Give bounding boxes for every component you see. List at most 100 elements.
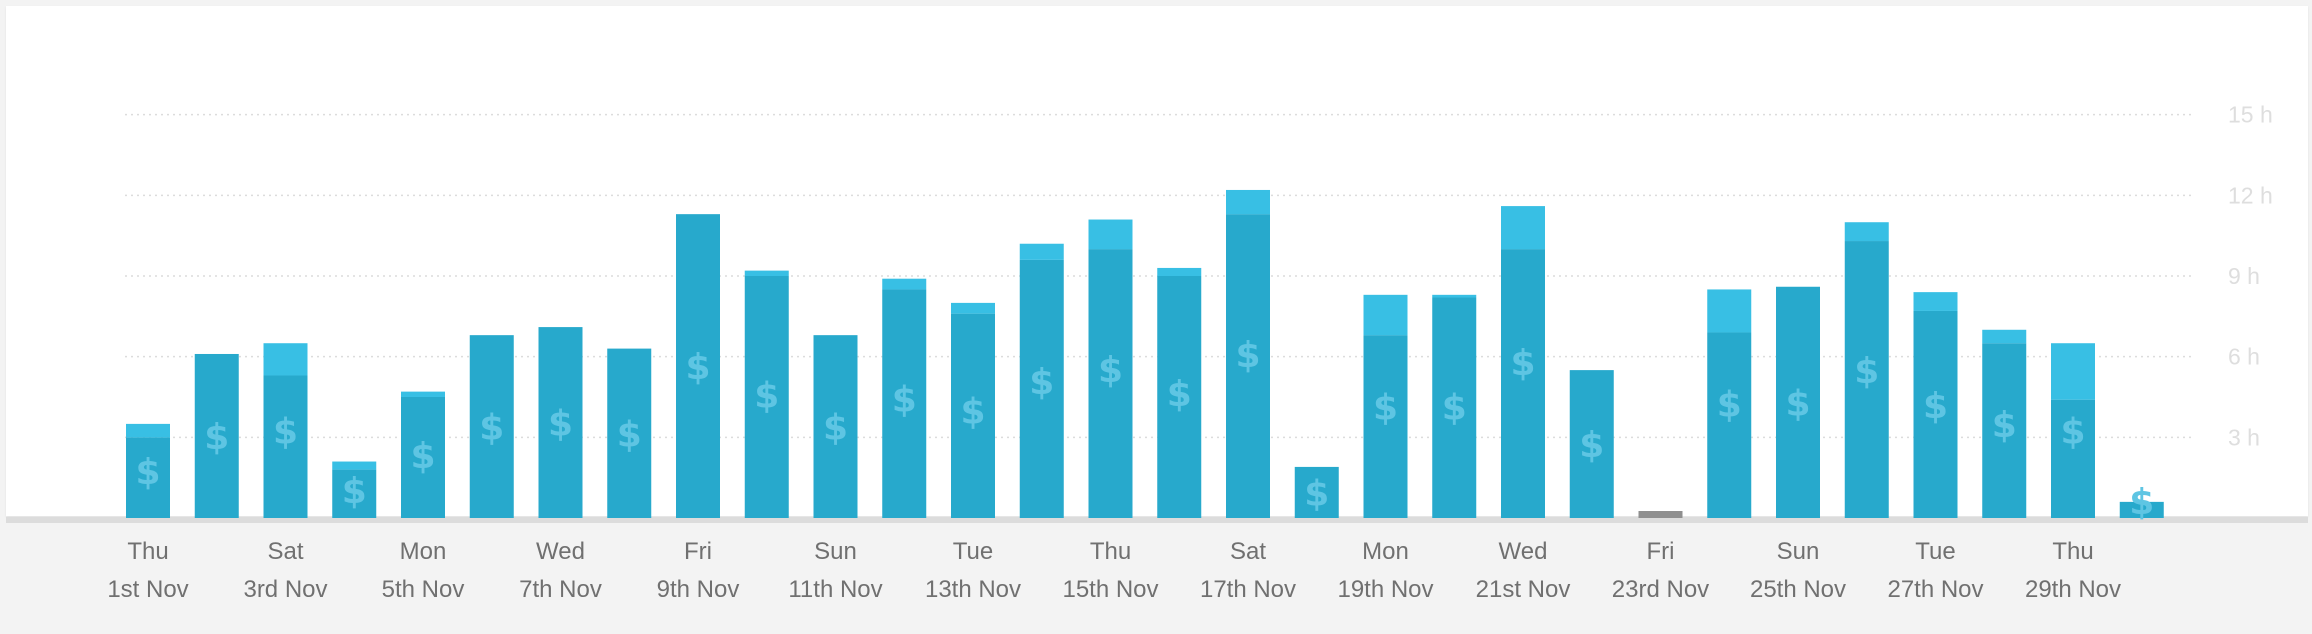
dollar-sign-icon: $ [1717,385,1742,426]
x-tick-label-day: Tue [1915,538,1955,565]
bar-billable-hours [126,437,170,518]
bar-non-billable-hours [1363,294,1408,336]
dollar-sign-icon: $ [892,379,917,420]
bar-billable-hours [676,214,720,518]
x-tick-label-day: Sat [267,538,303,565]
bar-billable-hours [469,335,514,518]
bar-billable-hours [401,397,445,518]
y-tick-label: 6 h [2228,344,2260,370]
dollar-sign-icon: $ [273,412,298,453]
bar-non-billable-hours [1019,243,1064,260]
x-tick-label-day: Thu [2052,538,2093,565]
bar-billable-hours [1019,259,1064,518]
bar-billable-hours [1226,214,1270,518]
bar-non-billable-hours [1157,267,1202,276]
x-tick-label-day: Wed [536,538,585,565]
y-tick-label: 12 h [2228,182,2273,208]
bar-billable-hours [1088,249,1133,518]
dollar-sign-icon: $ [548,404,573,445]
bar-billable-hours [1432,297,1477,518]
y-tick-label: 9 h [2228,263,2260,289]
x-tick-label-day: Mon [1362,538,1409,565]
bar-empty-day [1638,511,1683,518]
dollar-sign-icon: $ [1785,383,1810,424]
bar-non-billable-hours [263,343,308,376]
x-tick-label-day: Thu [127,538,168,565]
x-tick-label-date: 5th Nov [382,576,465,603]
bar-billable-hours [194,353,239,518]
dollar-sign-icon: $ [2060,412,2085,453]
x-tick-label-date: 13th Nov [925,576,1021,603]
bar-billable-hours [1982,343,2027,518]
bar-billable-hours [1776,286,1820,518]
dollar-sign-icon: $ [1854,351,1879,392]
dollar-sign-icon: $ [1373,387,1398,428]
bar-billable-hours [1294,466,1339,518]
dollar-sign-icon: $ [1442,387,1467,428]
dollar-sign-icon: $ [1923,386,1948,427]
dollar-sign-icon: $ [754,375,779,416]
dollar-sign-icon: $ [410,436,435,477]
bar-non-billable-hours [882,278,927,290]
bar-billable-hours [1844,241,1889,519]
bar-non-billable-hours [1501,206,1545,250]
bar-billable-hours [2051,399,2095,518]
x-tick-label-day: Sat [1230,538,1266,565]
x-tick-label-day: Tue [953,538,993,565]
x-tick-label-day: Sun [814,538,857,565]
dollar-sign-icon: $ [823,408,848,449]
x-tick-label-date: 19th Nov [1337,576,1433,603]
dollar-sign-icon: $ [1235,335,1260,376]
dollar-sign-icon: $ [1167,374,1192,415]
x-tick-label-day: Fri [684,538,712,565]
bar-billable-hours [1157,276,1202,518]
dollar-sign-icon: $ [1098,350,1123,391]
bar-billable-hours [1707,332,1752,518]
bar-non-billable-hours [1088,219,1133,250]
bar-non-billable-hours [1707,289,1752,333]
x-tick-label-day: Thu [1090,538,1131,565]
bar-billable-hours [951,313,995,518]
dollar-sign-icon: $ [204,417,229,458]
bar-non-billable-hours [126,423,170,438]
dollar-sign-icon: $ [135,452,160,493]
y-tick-label: 3 h [2228,424,2260,450]
x-tick-label-date: 25th Nov [1750,576,1846,603]
y-tick-label: 15 h [2228,102,2273,128]
x-tick-label-day: Fri [1647,538,1675,565]
bar-billable-hours [1501,249,1545,518]
bar-billable-hours [1363,335,1408,518]
bar-non-billable-hours [744,270,789,276]
dollar-sign-icon: $ [1992,405,2017,446]
bar-non-billable-hours [2051,343,2095,400]
bar-billable-hours [332,469,377,518]
x-tick-label-date: 9th Nov [657,576,740,603]
dollar-sign-icon: $ [617,414,642,455]
dollar-sign-icon: $ [1579,425,1604,466]
x-tick-label-date: 23rd Nov [1612,576,1709,603]
x-tick-label-date: 15th Nov [1062,576,1158,603]
bar-billable-hours [538,327,583,518]
bar-non-billable-hours [401,391,445,397]
x-tick-label-day: Mon [400,538,447,565]
bar-billable-hours [1913,310,1958,518]
x-tick-label-date: 7th Nov [519,576,602,603]
dollar-sign-icon: $ [2129,482,2154,523]
bar-billable-hours [882,289,927,518]
dollar-sign-icon: $ [960,391,985,432]
bar-non-billable-hours [1432,294,1477,298]
x-tick-label-date: 17th Nov [1200,576,1296,603]
dollar-sign-icon: $ [1029,362,1054,403]
x-tick-label-date: 3rd Nov [243,576,327,603]
x-tick-label-date: 1st Nov [107,576,188,603]
bar-non-billable-hours [951,302,995,314]
dollar-sign-icon: $ [685,347,710,388]
bar-non-billable-hours [1913,292,1958,311]
bar-non-billable-hours [1844,222,1889,242]
bar-billable-hours [2119,501,2164,518]
x-tick-label-date: 11th Nov [788,576,882,603]
dollar-sign-icon: $ [1510,343,1535,384]
bar-non-billable-hours [332,461,377,470]
bar-non-billable-hours [1226,189,1270,215]
